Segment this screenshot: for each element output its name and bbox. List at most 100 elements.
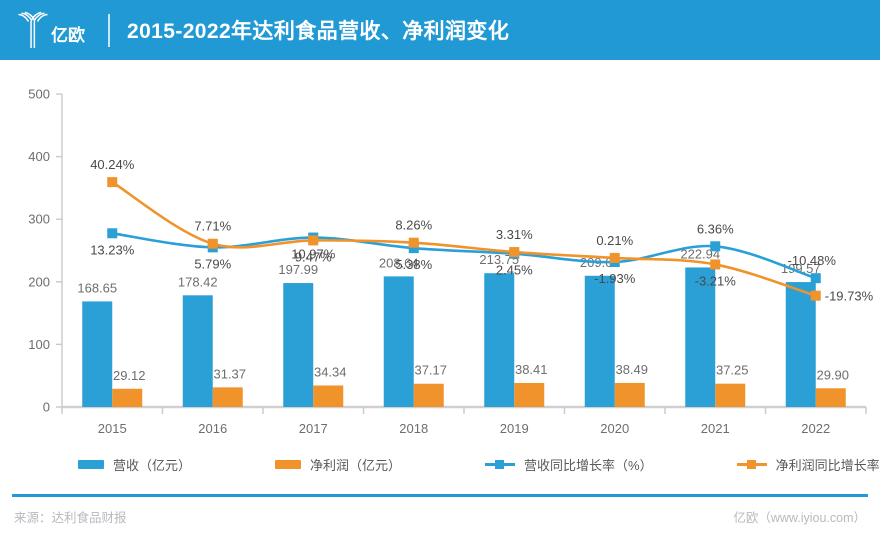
bar-net-profit (413, 383, 444, 407)
svg-text:2021: 2021 (701, 421, 730, 436)
brand-logo: 亿欧 (16, 7, 98, 53)
svg-text:3.31%: 3.31% (496, 227, 533, 242)
bar-series-revenue (82, 267, 816, 407)
svg-text:100: 100 (28, 337, 50, 352)
bar-revenue (82, 301, 113, 407)
svg-text:34.34: 34.34 (314, 365, 347, 380)
svg-text:178.42: 178.42 (178, 274, 218, 289)
chart-legend: 营收（亿元） 净利润（亿元） 营收同比增长率（%） 净利润同比增长率（%） (0, 440, 880, 488)
bar-net-profit (715, 383, 746, 407)
legend-label-revenue: 营收（亿元） (113, 457, 192, 473)
line-marker-profit-growth (207, 238, 218, 249)
legend-item-net-profit[interactable]: 净利润（亿元） (275, 455, 401, 474)
svg-text:8.26%: 8.26% (395, 218, 432, 233)
brand-logo-text: 亿欧 (51, 25, 85, 45)
bar-revenue (283, 283, 314, 407)
svg-text:2018: 2018 (399, 421, 428, 436)
page-title: 2015-2022年达利食品营收、净利润变化 (127, 20, 510, 43)
svg-text:29.90: 29.90 (816, 367, 849, 382)
svg-text:-1.93%: -1.93% (594, 271, 636, 286)
svg-text:0.21%: 0.21% (596, 233, 633, 248)
bar-revenue (685, 267, 716, 407)
page-footer: 来源：达利食品财报 亿欧（www.iyiou.com） (0, 497, 880, 535)
svg-text:300: 300 (28, 212, 50, 227)
bar-revenue (182, 295, 213, 407)
bar-net-profit (614, 382, 645, 407)
legend-swatch-revenue-growth-icon (485, 458, 516, 470)
bar-net-profit (212, 387, 243, 407)
svg-text:2017: 2017 (299, 421, 328, 436)
legend-label-revenue-growth: 营收同比增长率（%） (524, 457, 653, 473)
legend-item-revenue-growth[interactable]: 营收同比增长率（%） (485, 455, 653, 474)
line-marker-profit-growth (810, 290, 821, 301)
svg-text:200: 200 (28, 274, 50, 289)
svg-text:197.99: 197.99 (278, 262, 318, 277)
legend-item-revenue[interactable]: 营收（亿元） (78, 455, 191, 474)
svg-text:168.65: 168.65 (77, 280, 117, 295)
y-axis-tick-labels: 0 100 200 300 400 500 (28, 87, 50, 415)
line-marker-revenue-growth (107, 228, 118, 239)
svg-text:-3.21%: -3.21% (695, 273, 737, 288)
bar-revenue (785, 282, 816, 407)
svg-text:2022: 2022 (801, 421, 830, 436)
footer-attribution: 亿欧（www.iyiou.com） (733, 510, 866, 525)
line-marker-profit-growth (509, 247, 520, 258)
svg-text:2.45%: 2.45% (496, 263, 533, 278)
footer-source: 来源：达利食品财报 (14, 510, 127, 525)
bar-series-net-profit (112, 382, 846, 407)
line-marker-profit-growth (107, 177, 118, 188)
legend-swatch-profit-growth-icon (736, 458, 767, 470)
yiou-y-logo-icon (16, 10, 50, 50)
line-marker-profit-growth (710, 259, 721, 270)
bar-net-profit (313, 385, 344, 407)
svg-text:6.36%: 6.36% (697, 221, 734, 236)
svg-text:-19.73%: -19.73% (825, 289, 874, 304)
line-marker-profit-growth (308, 235, 319, 246)
svg-text:5.79%: 5.79% (194, 256, 231, 271)
legend-label-profit-growth: 净利润同比增长率（%） (775, 457, 880, 473)
svg-text:0: 0 (43, 400, 50, 415)
svg-text:2015: 2015 (98, 421, 127, 436)
page-header: 亿欧 2015-2022年达利食品营收、净利润变化 (0, 0, 880, 60)
line-marker-revenue-growth (810, 273, 821, 284)
bar-revenue (584, 275, 615, 407)
svg-text:2019: 2019 (500, 421, 529, 436)
svg-text:31.37: 31.37 (213, 366, 246, 381)
footer-divider (12, 494, 868, 497)
svg-text:2016: 2016 (198, 421, 227, 436)
svg-text:-10.48%: -10.48% (788, 253, 837, 268)
svg-text:222.94: 222.94 (680, 246, 720, 261)
svg-text:213.75: 213.75 (479, 252, 519, 267)
svg-text:40.24%: 40.24% (90, 157, 135, 172)
legend-label-net-profit: 净利润（亿元） (310, 457, 402, 473)
svg-text:38.41: 38.41 (515, 362, 548, 377)
svg-text:7.71%: 7.71% (194, 219, 231, 234)
line-series-profit-growth (107, 177, 821, 301)
svg-text:5.38%: 5.38% (395, 257, 432, 272)
svg-text:208.64: 208.64 (379, 255, 419, 270)
svg-text:500: 500 (28, 87, 50, 102)
bar-revenue (484, 273, 515, 407)
line-marker-profit-growth (408, 237, 419, 248)
line-marker-revenue-growth (408, 243, 419, 254)
legend-item-profit-growth[interactable]: 净利润同比增长率（%） (736, 455, 880, 474)
svg-text:400: 400 (28, 149, 50, 164)
line-value-labels: 13.23% 5.79% 10.97% 5.38% 2.45% -1.93% 6.36% -1… (90, 157, 873, 304)
line-marker-revenue-growth (710, 241, 721, 252)
svg-text:199.57: 199.57 (781, 261, 821, 276)
legend-swatch-revenue-icon (78, 459, 104, 469)
bar-net-profit (112, 388, 143, 407)
line-profit-growth (110, 180, 818, 298)
svg-text:37.17: 37.17 (414, 363, 447, 378)
bar-value-labels: 168.65 29.12 178.42 31.37 197.99 34.34 208.64 3… (77, 246, 849, 382)
bar-net-profit (514, 382, 545, 407)
svg-text:10.97%: 10.97% (291, 247, 336, 262)
chart-canvas: 0 100 200 300 400 500 168.65 29.12 178.42 31.37 1… (0, 60, 880, 440)
svg-text:9.47%: 9.47% (295, 249, 332, 264)
svg-text:29.12: 29.12 (113, 368, 146, 383)
svg-text:38.49: 38.49 (615, 362, 648, 377)
legend-swatch-net-profit-icon (275, 459, 302, 469)
svg-text:13.23%: 13.23% (90, 242, 135, 257)
svg-text:2020: 2020 (600, 421, 629, 436)
bar-revenue (383, 276, 414, 407)
